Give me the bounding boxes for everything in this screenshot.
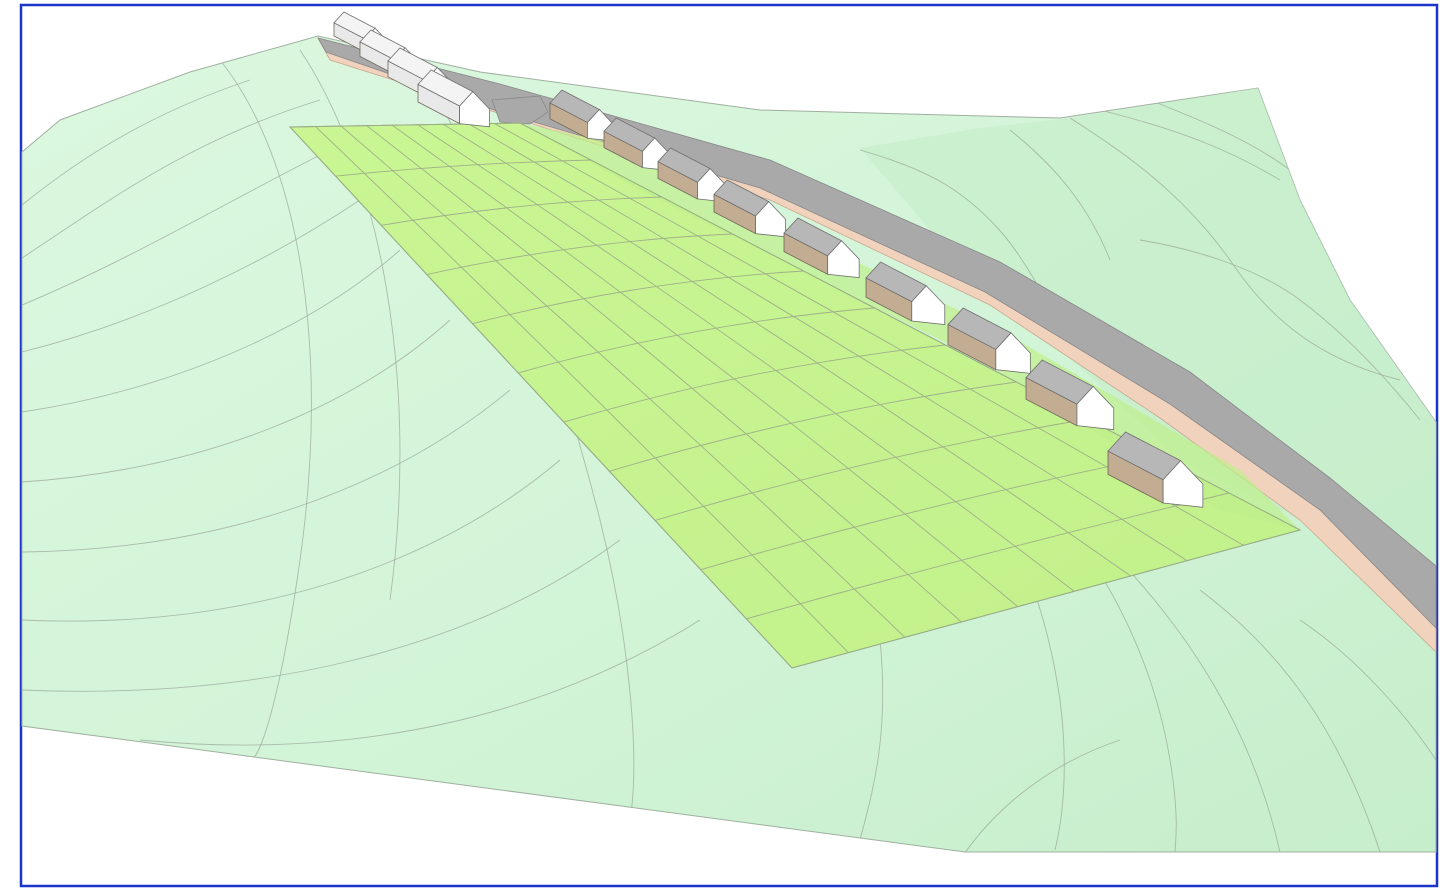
contour-line bbox=[1139, 239, 1421, 421]
plot-grid-line bbox=[563, 344, 946, 423]
contour-line bbox=[22, 319, 451, 483]
contour-line bbox=[959, 739, 1121, 852]
house-gable bbox=[459, 91, 490, 128]
viewport-frame bbox=[19, 3, 1439, 888]
plot-grid-line bbox=[654, 418, 1088, 521]
plot-grid bbox=[315, 123, 1244, 653]
contour-line bbox=[299, 49, 401, 601]
plot-grid-line bbox=[443, 123, 1131, 577]
contour-line bbox=[22, 539, 621, 692]
existing-house bbox=[417, 69, 490, 128]
contour-line bbox=[22, 149, 331, 306]
contour-line bbox=[22, 99, 321, 259]
proposed-house bbox=[657, 147, 727, 203]
plot-grid-line bbox=[609, 381, 1017, 472]
contour-line bbox=[1149, 99, 1291, 171]
proposed-house bbox=[713, 179, 786, 238]
house-gable bbox=[1162, 460, 1204, 508]
plot-grid-line bbox=[426, 233, 733, 275]
plot-grid-line bbox=[468, 123, 1188, 562]
house-gable bbox=[827, 240, 860, 279]
proposed-house bbox=[783, 217, 860, 279]
access-spur bbox=[491, 95, 549, 125]
contour-line bbox=[22, 79, 251, 206]
house-gable bbox=[1076, 385, 1115, 431]
plot-grid-line bbox=[366, 125, 962, 623]
proposed-houses bbox=[549, 89, 1204, 508]
plot-grid-line bbox=[746, 492, 1230, 620]
house-gable bbox=[755, 201, 786, 238]
house-gable bbox=[995, 332, 1031, 374]
contour-line bbox=[22, 389, 511, 553]
contour-line bbox=[22, 459, 561, 622]
plot-grid-line bbox=[340, 125, 906, 638]
plot-grid-line bbox=[391, 124, 1019, 608]
proposed-house bbox=[549, 89, 615, 142]
proposed-house bbox=[865, 261, 946, 325]
contour-line bbox=[1199, 589, 1381, 852]
plot-grid-line bbox=[700, 455, 1159, 571]
existing-houses bbox=[333, 11, 490, 128]
contour-line bbox=[1299, 619, 1436, 761]
plot-outline bbox=[288, 122, 1302, 669]
contour-line bbox=[1099, 109, 1281, 181]
proposed-house bbox=[1107, 431, 1204, 508]
plot-grid-line bbox=[315, 126, 849, 653]
contour-line bbox=[1009, 129, 1111, 261]
contour-line bbox=[219, 59, 312, 761]
contour-line bbox=[1069, 117, 1401, 381]
plot-grid-line bbox=[381, 196, 662, 226]
contour-line bbox=[22, 249, 401, 413]
proposed-house bbox=[947, 307, 1031, 374]
plot-grid-line bbox=[335, 159, 591, 177]
contour-line bbox=[139, 619, 701, 746]
contour-line bbox=[22, 199, 361, 353]
plot-grid-line bbox=[417, 124, 1075, 592]
plot-grid-line bbox=[472, 270, 804, 325]
plot-grid-line bbox=[518, 307, 875, 374]
house-gable bbox=[911, 285, 946, 325]
proposed-house bbox=[1025, 359, 1115, 431]
